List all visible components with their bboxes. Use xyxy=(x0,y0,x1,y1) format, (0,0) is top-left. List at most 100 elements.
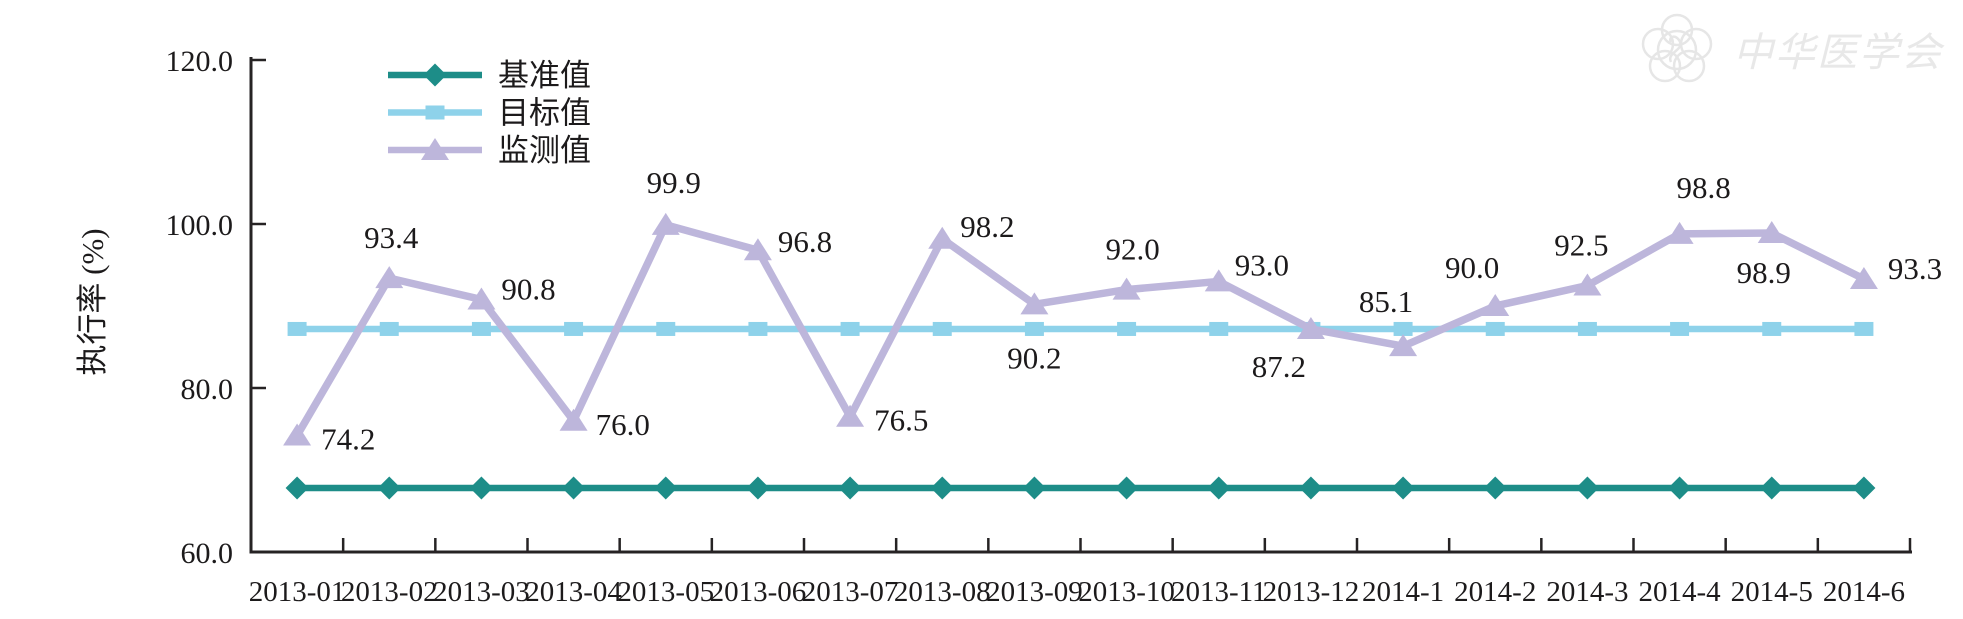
monitored-data-label: 85.1 xyxy=(1359,284,1413,319)
baseline-marker xyxy=(562,476,586,500)
baseline-marker xyxy=(1299,476,1323,500)
x-tick-label: 2014-5 xyxy=(1731,576,1813,608)
target-marker xyxy=(748,321,768,336)
monitored-marker xyxy=(1112,277,1141,300)
baseline-marker xyxy=(1852,476,1876,500)
x-tick-label: 2013-07 xyxy=(802,576,899,608)
target-marker xyxy=(1024,321,1044,336)
baseline-marker xyxy=(838,476,862,500)
x-tick-label: 2014-2 xyxy=(1454,576,1536,608)
x-tick-label: 2014-6 xyxy=(1823,576,1905,608)
y-axis-title: 执行率 (%) xyxy=(75,228,110,375)
baseline-marker xyxy=(285,476,309,500)
watermark: 中华医学会 xyxy=(1641,13,1945,83)
baseline-marker xyxy=(469,476,493,500)
monitored-data-label: 98.9 xyxy=(1737,255,1791,290)
target-marker xyxy=(1670,321,1690,336)
monitored-marker xyxy=(1389,334,1418,357)
monitored-data-label: 92.0 xyxy=(1105,232,1159,267)
monitored-series: 74.2 93.4 90.8 76.0 99.9 96.8 76.5 98.2 90.2 92.0… xyxy=(283,165,1942,457)
baseline-marker xyxy=(654,476,678,500)
x-tick-label: 2013-10 xyxy=(1078,576,1175,608)
monitored-legend-label: 监测值 xyxy=(498,133,591,168)
target-legend-label: 目标值 xyxy=(498,96,591,131)
target-marker xyxy=(1393,321,1413,336)
x-tick-label: 2013-04 xyxy=(525,576,622,608)
y-tick-label: 60.0 xyxy=(181,537,234,570)
legend-item-target: 目标值 xyxy=(388,96,591,131)
monitored-data-label: 98.2 xyxy=(960,209,1014,244)
monitored-marker xyxy=(467,287,496,310)
x-tick-label: 2013-09 xyxy=(986,576,1083,608)
target-marker xyxy=(1485,321,1505,336)
target-marker xyxy=(1577,321,1597,336)
x-tick-label: 2013-03 xyxy=(433,576,530,608)
target-marker xyxy=(287,321,307,336)
target-marker xyxy=(1209,321,1229,336)
target-marker xyxy=(379,321,399,336)
watermark-text: 中华医学会 xyxy=(1733,30,1945,75)
x-tick-label: 2014-1 xyxy=(1362,576,1444,608)
monitored-marker xyxy=(1296,316,1325,339)
baseline-marker xyxy=(930,476,954,500)
monitored-marker xyxy=(1020,292,1049,315)
baseline-marker xyxy=(1668,476,1692,500)
monitored-marker xyxy=(1204,269,1233,292)
target-series xyxy=(287,321,1874,336)
x-tick-label: 2014-3 xyxy=(1546,576,1628,608)
target-marker xyxy=(1854,321,1874,336)
monitored-legend-marker xyxy=(421,138,449,160)
monitored-data-label: 90.8 xyxy=(501,271,555,306)
y-tick-label: 80.0 xyxy=(181,373,234,406)
monitored-data-label: 99.9 xyxy=(647,165,701,200)
legend-item-baseline: 基准值 xyxy=(388,58,591,93)
target-marker xyxy=(932,321,952,336)
baseline-marker xyxy=(746,476,770,500)
baseline-marker xyxy=(1575,476,1599,500)
baseline-marker xyxy=(1115,476,1139,500)
x-tick-label: 2013-08 xyxy=(894,576,991,608)
x-tick-label: 2013-01 xyxy=(249,576,346,608)
monitored-marker xyxy=(651,212,680,235)
legend-item-monitored: 监测值 xyxy=(388,133,591,168)
y-tick-label: 100.0 xyxy=(166,209,234,242)
target-marker xyxy=(471,321,491,336)
monitored-data-label: 90.2 xyxy=(1007,340,1061,375)
monitored-marker xyxy=(1573,273,1602,296)
monitored-data-label: 74.2 xyxy=(321,422,375,457)
monitored-data-label: 93.4 xyxy=(364,220,419,255)
monitored-marker xyxy=(743,238,772,261)
monitored-data-label: 90.0 xyxy=(1445,250,1499,285)
baseline-marker xyxy=(377,476,401,500)
baseline-legend-marker xyxy=(423,63,447,87)
cma-flower-emblem-icon xyxy=(1641,13,1713,83)
baseline-series xyxy=(285,476,1876,500)
monitored-line xyxy=(293,220,1866,438)
monitored-marker xyxy=(283,423,312,446)
y-tick-label: 120.0 xyxy=(166,45,234,78)
monitored-data-label: 93.0 xyxy=(1235,247,1289,282)
target-marker xyxy=(1762,321,1782,336)
x-tick-label: 2013-12 xyxy=(1263,576,1360,608)
target-marker xyxy=(1117,321,1137,336)
monitored-data-label: 76.5 xyxy=(874,403,928,438)
monitored-marker xyxy=(1757,221,1786,244)
monitored-marker xyxy=(836,404,865,427)
plot-area: 60.080.0100.0120.02013-012013-022013-032… xyxy=(166,45,1943,608)
target-marker xyxy=(564,321,584,336)
baseline-marker xyxy=(1760,476,1784,500)
monitored-data-label: 98.8 xyxy=(1676,170,1730,205)
target-marker xyxy=(840,321,860,336)
monitored-marker xyxy=(1665,221,1694,244)
monitored-marker xyxy=(1481,294,1510,316)
x-tick-label: 2013-05 xyxy=(617,576,714,608)
target-marker xyxy=(656,321,676,336)
monitored-data-label: 93.3 xyxy=(1888,251,1942,286)
monitored-data-label: 87.2 xyxy=(1252,349,1306,384)
x-tick-label: 2013-11 xyxy=(1171,576,1267,608)
baseline-marker xyxy=(1483,476,1507,500)
baseline-marker xyxy=(1022,476,1046,500)
